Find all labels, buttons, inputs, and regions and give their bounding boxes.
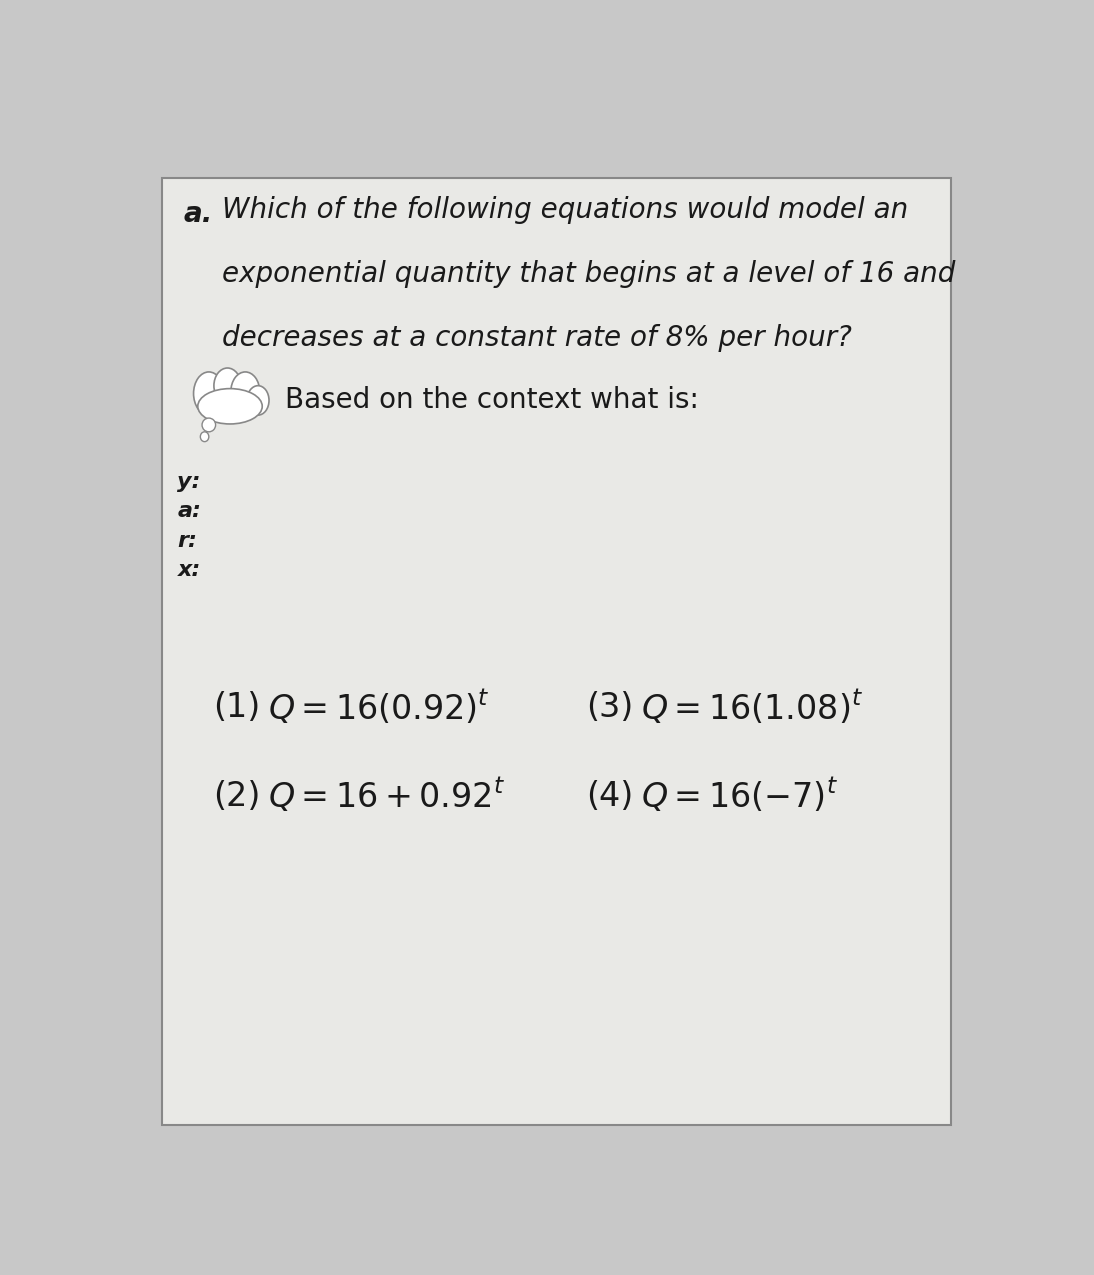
Text: $Q=16(0.92)^t$: $Q=16(0.92)^t$ <box>268 688 490 727</box>
Ellipse shape <box>198 389 263 425</box>
Ellipse shape <box>194 372 224 416</box>
Text: $Q=16+0.92^t$: $Q=16+0.92^t$ <box>268 776 505 815</box>
Text: r:: r: <box>177 530 197 551</box>
Text: (4): (4) <box>586 779 633 812</box>
Text: Which of the following equations would model an: Which of the following equations would m… <box>221 196 908 224</box>
Text: a.: a. <box>184 200 212 228</box>
Text: decreases at a constant rate of 8% per hour?: decreases at a constant rate of 8% per h… <box>221 324 851 352</box>
Text: (2): (2) <box>213 779 260 812</box>
Text: exponential quantity that begins at a level of 16 and: exponential quantity that begins at a le… <box>221 260 955 288</box>
Ellipse shape <box>247 385 269 416</box>
Text: Based on the context what is:: Based on the context what is: <box>286 386 699 414</box>
Text: $Q=16(-7)^t$: $Q=16(-7)^t$ <box>641 776 838 815</box>
Text: y:: y: <box>177 472 201 492</box>
Text: (3): (3) <box>586 691 633 724</box>
Text: a:: a: <box>177 501 201 521</box>
Ellipse shape <box>202 418 216 432</box>
FancyBboxPatch shape <box>162 177 951 1125</box>
Text: $Q=16(1.08)^t$: $Q=16(1.08)^t$ <box>641 688 863 727</box>
Text: (1): (1) <box>213 691 260 724</box>
Ellipse shape <box>231 372 259 412</box>
Text: x:: x: <box>177 560 200 580</box>
Ellipse shape <box>200 432 209 441</box>
Ellipse shape <box>214 368 241 403</box>
